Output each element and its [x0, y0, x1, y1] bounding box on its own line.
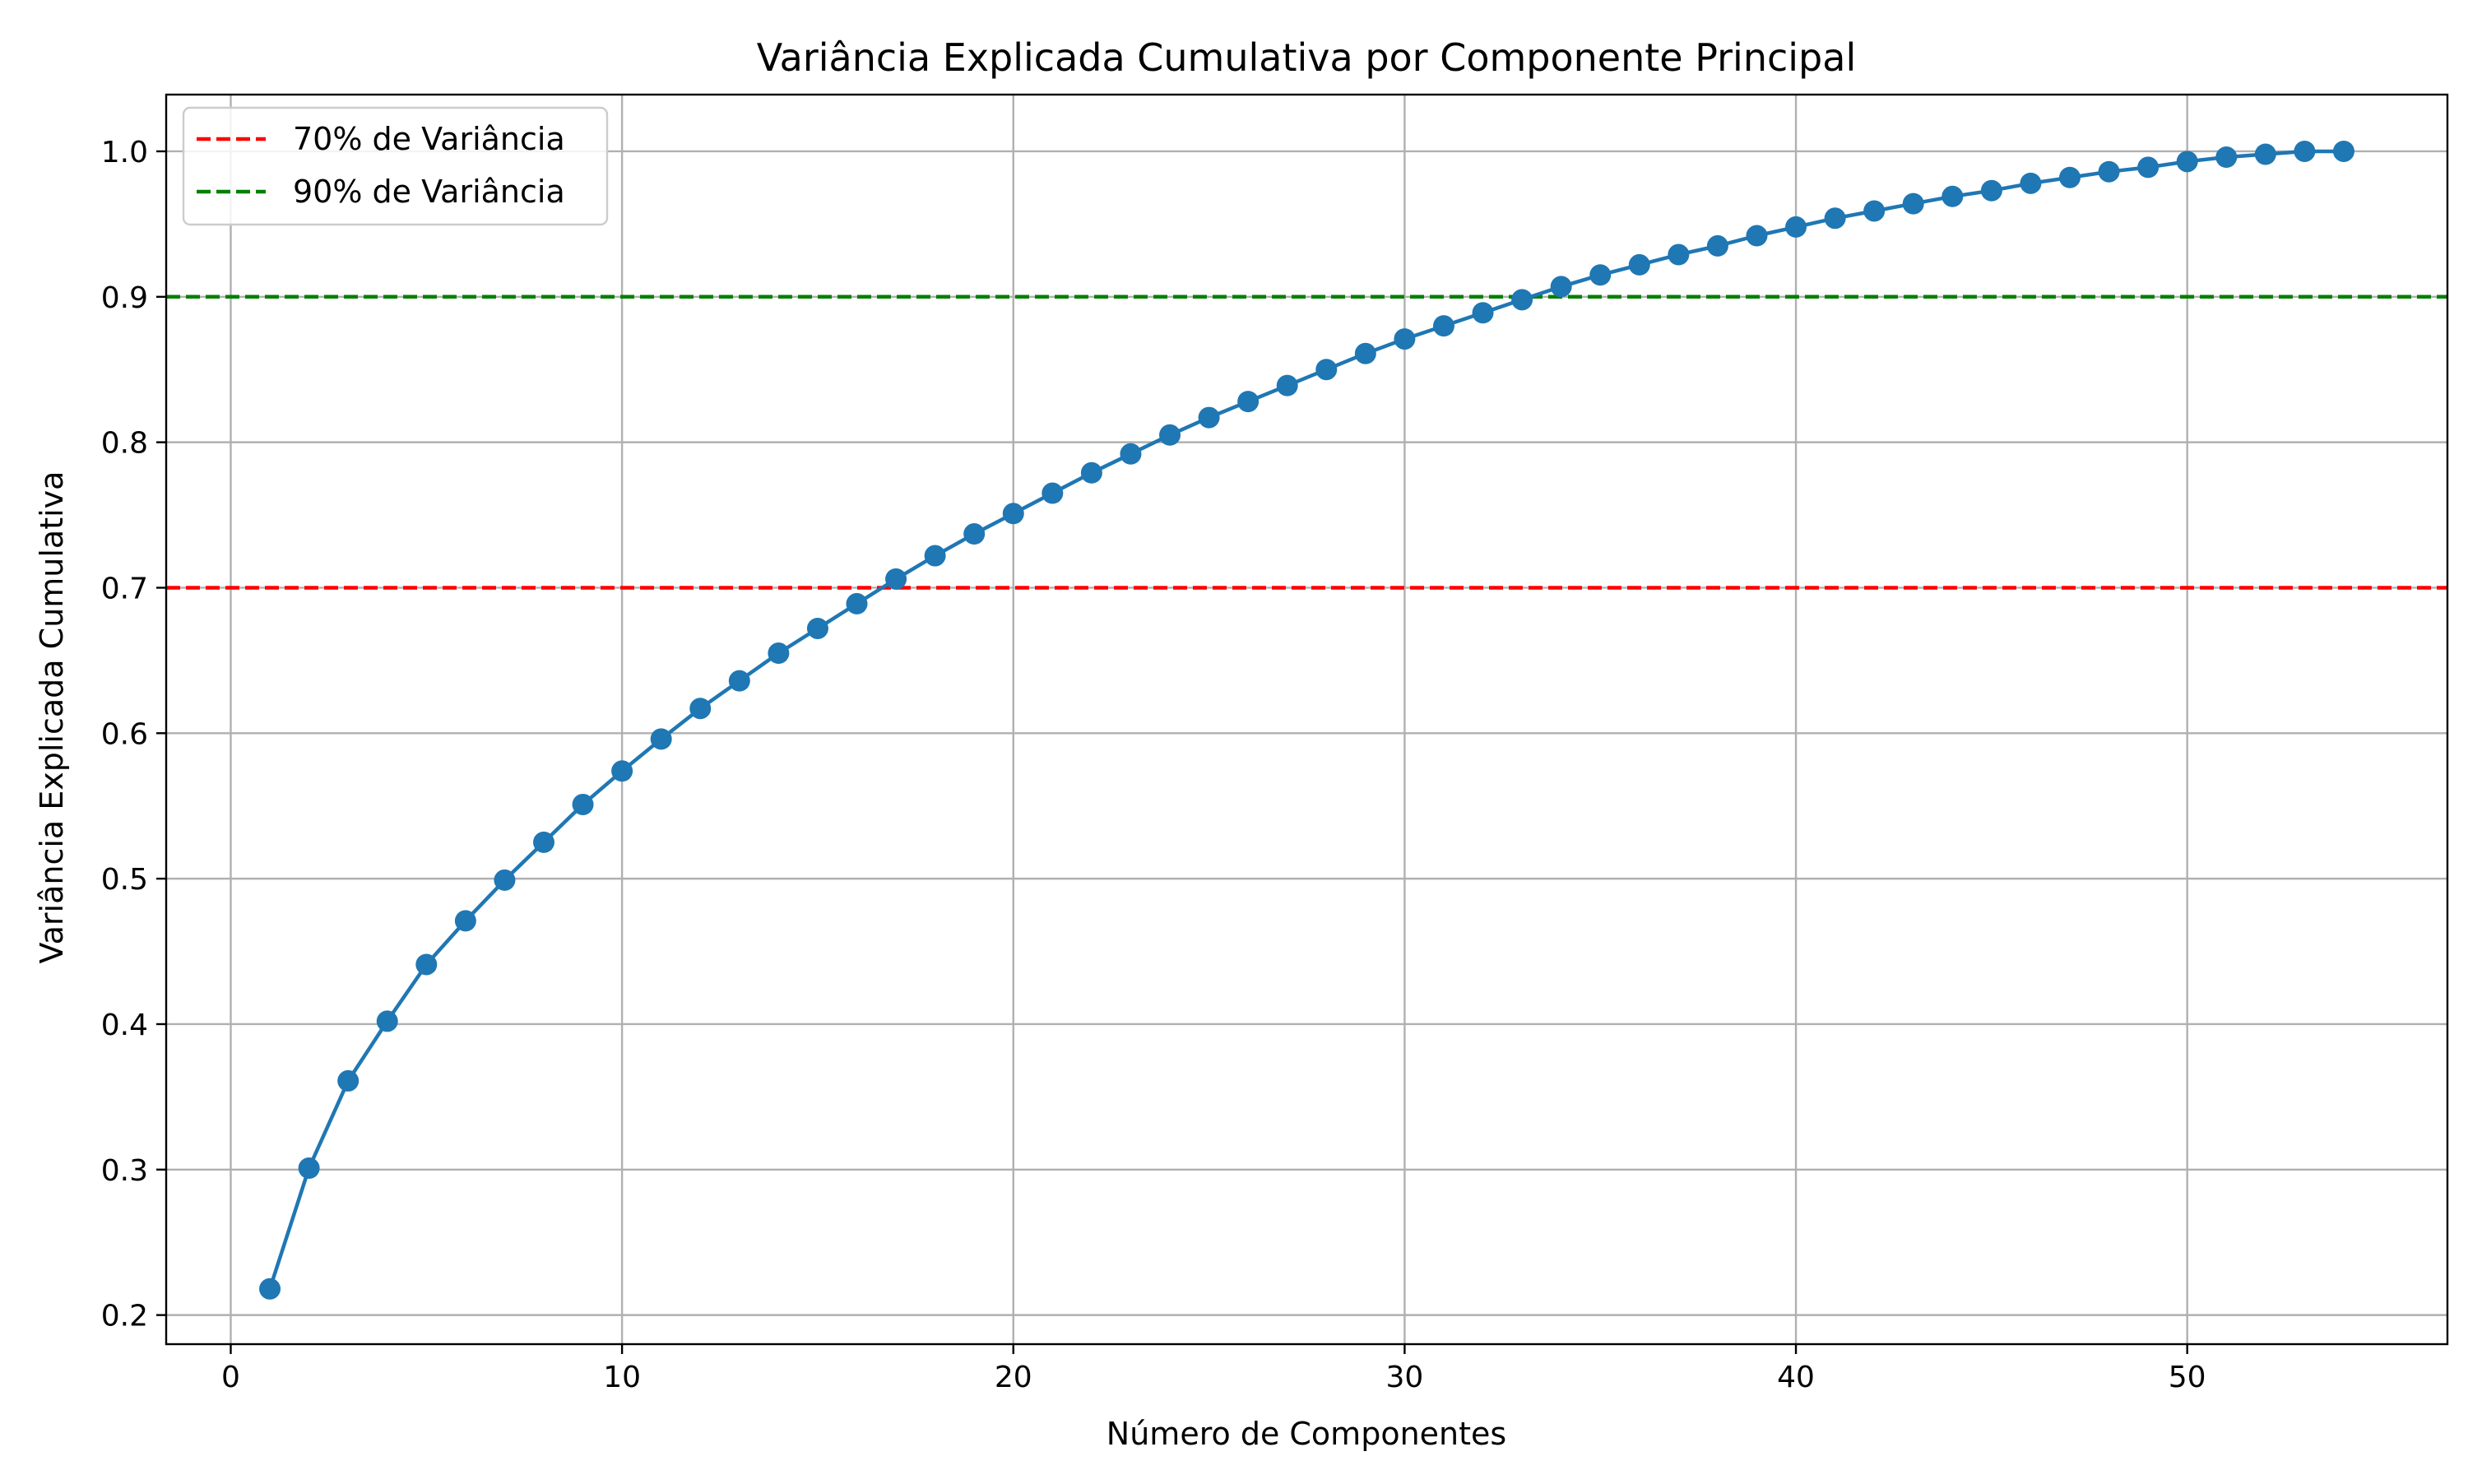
data-point: [1785, 216, 1807, 238]
legend-box: [182, 106, 609, 226]
legend-label-1: 70% de Variância: [293, 121, 565, 157]
y-tick-label: 0.3: [101, 1154, 148, 1188]
data-point: [2059, 166, 2081, 188]
data-point: [963, 523, 986, 545]
data-point: [689, 698, 712, 720]
data-point: [337, 1069, 360, 1092]
plot-frame: [165, 93, 2449, 1346]
data-point: [846, 592, 868, 614]
data-point: [2254, 143, 2276, 165]
data-point: [1902, 192, 1924, 215]
data-point: [885, 568, 907, 590]
data-point: [532, 831, 554, 853]
data-point: [2176, 151, 2198, 173]
legend: 70% de Variância 90% de Variância: [182, 106, 609, 226]
y-tick-label: 0.9: [101, 281, 148, 315]
x-tick-label: 20: [995, 1361, 1032, 1394]
data-point: [494, 869, 516, 891]
data-point: [1980, 179, 2002, 202]
legend-label-2: 90% de Variância: [293, 174, 565, 210]
reference-lines: [166, 294, 2447, 590]
x-tick-label: 40: [1777, 1361, 1815, 1394]
data-point: [2098, 160, 2120, 183]
data-point: [806, 617, 828, 639]
data-point: [1237, 391, 1260, 413]
data-point: [1668, 243, 1690, 266]
y-tick-label: 0.7: [101, 572, 148, 605]
data-point: [1706, 234, 1728, 257]
data-point: [1550, 276, 1572, 298]
x-tick-label: 30: [1386, 1361, 1424, 1394]
x-tick-label: 50: [2169, 1361, 2206, 1394]
data-point: [1824, 207, 1846, 230]
y-tick-label: 0.2: [101, 1300, 148, 1333]
data-point: [1002, 503, 1024, 525]
y-tick-label: 0.6: [101, 717, 148, 751]
data-point: [1432, 315, 1454, 337]
data-point: [768, 642, 790, 665]
tick-layer: 0 10 20 30 40 50 0.2 0.3 0.4 0.5 0.6 0.7 0.8 0.9 1.0: [101, 136, 2206, 1394]
series-layer: [259, 140, 2354, 1300]
data-point: [1315, 359, 1338, 381]
axes-layer: [165, 93, 2449, 1346]
data-point: [1120, 443, 1142, 465]
chart-title: Variância Explicada Cumulativa por Compo…: [757, 35, 1856, 80]
data-point: [1080, 461, 1102, 484]
x-tick-label: 10: [603, 1361, 641, 1394]
data-point: [1589, 264, 1612, 286]
data-point: [1863, 200, 1886, 222]
data-point: [1941, 185, 1964, 207]
data-point: [1276, 374, 1298, 397]
data-point: [1198, 406, 1220, 429]
data-point: [2294, 140, 2316, 162]
x-axis-label: Número de Componentes: [1106, 1416, 1506, 1452]
data-point: [1746, 225, 1768, 247]
data-point: [2332, 140, 2354, 162]
data-point: [1628, 253, 1650, 276]
data-point: [924, 545, 946, 567]
data-point: [415, 953, 438, 976]
data-point: [454, 910, 476, 932]
data-point: [1472, 302, 1494, 324]
y-tick-label: 0.8: [101, 427, 148, 461]
data-point: [650, 728, 672, 750]
series-line: [267, 149, 2344, 1290]
y-axis-label: Variância Explicada Cumulativa: [34, 471, 70, 964]
data-point: [2137, 156, 2160, 179]
data-point: [1354, 342, 1376, 364]
data-point: [611, 760, 633, 782]
data-point: [2215, 146, 2238, 169]
y-tick-label: 0.4: [101, 1009, 148, 1042]
data-point: [298, 1157, 320, 1180]
y-tick-label: 1.0: [101, 136, 148, 169]
data-point: [1159, 424, 1181, 446]
data-point: [572, 793, 594, 815]
data-point: [728, 670, 750, 692]
x-tick-label: 0: [221, 1361, 240, 1394]
data-point: [259, 1278, 281, 1300]
grid-layer: [166, 95, 2447, 1344]
y-tick-label: 0.5: [101, 863, 148, 897]
data-point: [376, 1010, 398, 1032]
data-point: [1041, 482, 1064, 504]
data-point: [2020, 172, 2042, 194]
data-point: [1511, 289, 1533, 311]
data-point: [1394, 328, 1416, 350]
